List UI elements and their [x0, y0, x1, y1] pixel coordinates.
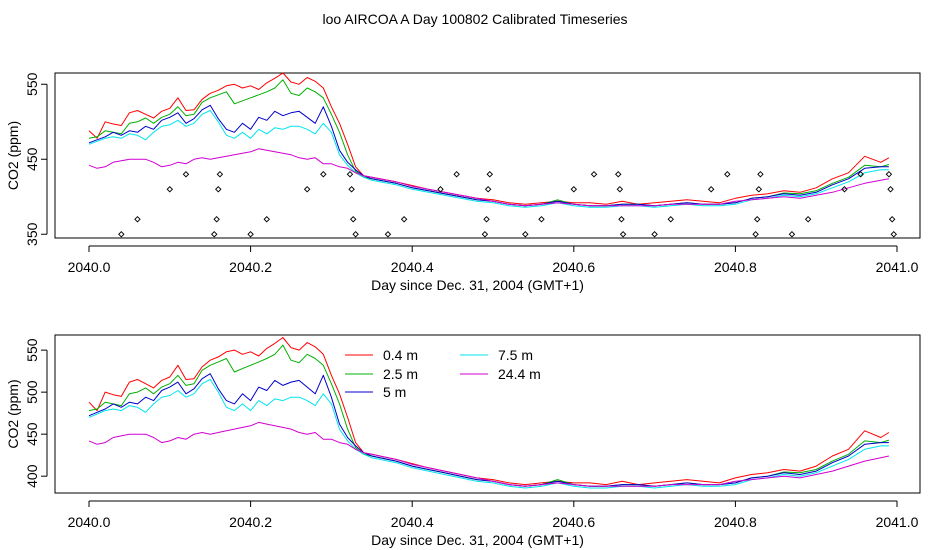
- y-tick-label: 550: [24, 72, 40, 96]
- diamond-marker: [890, 231, 898, 238]
- diamond-marker: [618, 216, 625, 223]
- series-line-0-4-m: [88, 72, 890, 205]
- diamond-marker: [453, 171, 460, 178]
- y-axis-title: CO2 (ppm): [5, 379, 21, 448]
- diamond-marker: [538, 216, 545, 223]
- diamond-marker: [166, 186, 174, 193]
- x-axis-title: Day since Dec. 31, 2004 (GMT+1): [371, 532, 584, 548]
- diamond-marker: [247, 231, 254, 238]
- diamond-marker: [346, 171, 354, 178]
- x-tick-label: 2040.0: [68, 259, 111, 275]
- diamond-marker: [651, 231, 658, 238]
- x-tick-label: 2040.6: [552, 259, 595, 275]
- diamond-marker: [570, 186, 578, 193]
- y-tick-label: 450: [24, 422, 40, 446]
- legend-label-7-5-m: 7.5 m: [498, 347, 533, 363]
- x-tick-label: 2040.6: [552, 514, 595, 530]
- diamond-marker: [483, 216, 490, 223]
- diamond-marker: [213, 216, 220, 223]
- diamond-marker: [348, 186, 355, 193]
- top-timeseries-panel: 2040.0 2040.2 2040.4 2040.6 2040.8 2041.0 Day …: [5, 72, 921, 293]
- diamond-marker: [757, 171, 764, 178]
- diamond-marker: [615, 171, 622, 178]
- diamond-marker: [384, 231, 392, 238]
- diamond-marker: [888, 216, 896, 223]
- diamond-marker: [437, 186, 444, 193]
- series-line-7-5-m: [88, 379, 889, 489]
- series-line-24-4-m: [88, 148, 889, 207]
- diamond-marker: [481, 231, 489, 238]
- diamond-marker: [841, 186, 848, 193]
- diamond-marker: [619, 231, 627, 238]
- legend-label-2-5-m: 2.5 m: [383, 366, 418, 382]
- diamond-marker: [211, 231, 218, 238]
- legend: 0.4 m 2.5 m 5 m 7.5 m 24.4 m: [345, 347, 541, 400]
- legend-label-0-4-m: 0.4 m: [383, 347, 418, 363]
- diamond-marker: [216, 171, 224, 178]
- x-tick-label: 2041.0: [876, 259, 919, 275]
- y-tick-label: 400: [24, 464, 40, 488]
- diamond-marker: [707, 186, 715, 193]
- diamond-marker: [522, 231, 529, 238]
- x-tick-label: 2041.0: [876, 514, 919, 530]
- plot-frame: [54, 72, 921, 239]
- y-tick-label: 550: [24, 338, 40, 362]
- legend-label-24-4-m: 24.4 m: [498, 366, 541, 382]
- series-line-24-4-m: [88, 421, 890, 487]
- diamond-marker: [349, 216, 357, 223]
- y-tick-label: 500: [24, 380, 40, 404]
- diamond-marker: [667, 216, 674, 223]
- legend-label-5-m: 5 m: [383, 384, 406, 400]
- x-axis-title: Day since Dec. 31, 2004 (GMT+1): [371, 277, 584, 293]
- diamond-marker: [753, 216, 761, 223]
- diamond-marker: [352, 231, 359, 238]
- diamond-marker: [885, 171, 893, 178]
- diamond-marker: [182, 171, 190, 178]
- diamond-marker: [616, 186, 624, 193]
- diamond-marker: [752, 231, 759, 238]
- diamond-marker: [215, 186, 222, 193]
- diamond-marker: [134, 216, 141, 223]
- diamond-marker: [804, 216, 812, 223]
- x-tick-label: 2040.0: [68, 514, 111, 530]
- plot-frame: [54, 334, 921, 494]
- diamond-marker: [263, 216, 270, 223]
- diamond-marker: [887, 186, 894, 193]
- diamond-marker: [724, 171, 731, 178]
- series-line-2-5-m: [88, 344, 890, 487]
- x-tick-label: 2040.2: [229, 259, 272, 275]
- figure-title: loo AIRCOA A Day 100802 Calibrated Times…: [322, 11, 628, 27]
- diamond-marker: [755, 186, 763, 193]
- diamond-marker: [400, 216, 408, 223]
- y-axis-title: CO2 (ppm): [5, 121, 21, 190]
- diamond-marker: [486, 171, 494, 178]
- series-line-0-4-m: [88, 337, 890, 486]
- y-tick-label: 450: [24, 147, 40, 171]
- diamond-marker: [484, 186, 492, 193]
- bottom-timeseries-panel: 2040.0 2040.2 2040.4 2040.6 2040.8 2041.0 Day …: [5, 334, 921, 548]
- x-tick-label: 2040.8: [714, 514, 757, 530]
- diamond-marker: [788, 231, 796, 238]
- series-line-5-m: [88, 373, 889, 487]
- diamond-marker: [590, 171, 598, 178]
- diamond-marker: [118, 231, 125, 238]
- x-tick-label: 2040.4: [391, 259, 434, 275]
- diamond-marker: [320, 171, 327, 178]
- x-tick-label: 2040.4: [391, 514, 434, 530]
- y-tick-label: 350: [24, 222, 40, 246]
- x-tick-label: 2040.2: [229, 514, 272, 530]
- series-line-7-5-m: [88, 110, 889, 208]
- x-tick-label: 2040.8: [714, 259, 757, 275]
- diamond-marker: [303, 186, 311, 193]
- diamond-marker: [857, 171, 864, 178]
